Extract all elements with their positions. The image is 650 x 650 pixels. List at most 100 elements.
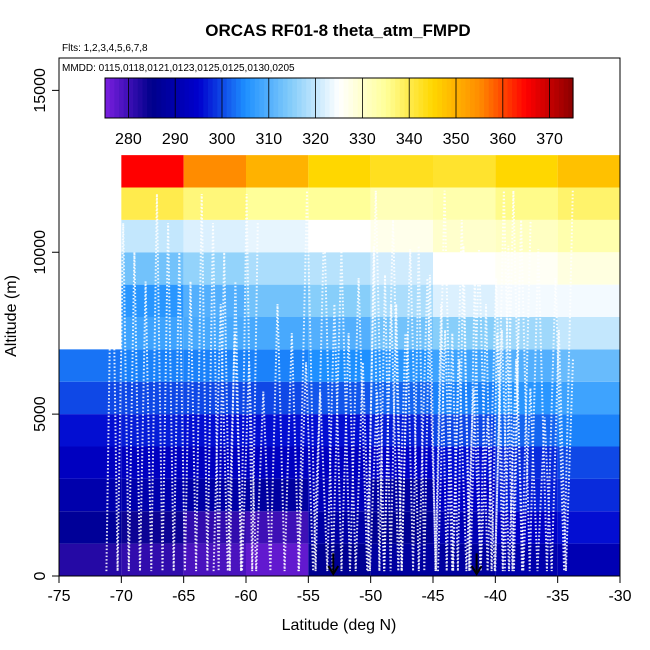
heatmap-cell bbox=[59, 511, 122, 544]
colorbar-segment bbox=[418, 78, 424, 118]
x-tick-label: -40 bbox=[484, 588, 507, 605]
heatmap-cell bbox=[370, 219, 433, 253]
colorbar-segment bbox=[250, 78, 256, 118]
x-tick-label: -30 bbox=[608, 588, 631, 605]
colorbar-segment bbox=[446, 78, 452, 118]
heatmap-cell bbox=[495, 317, 558, 350]
colorbar-segment bbox=[189, 78, 195, 118]
colorbar: 280 290 300 310 320 330 340 350 360 370 bbox=[104, 77, 574, 148]
colorbar-segment bbox=[488, 78, 495, 118]
heatmap-cell bbox=[308, 543, 371, 576]
heatmap-cell bbox=[557, 187, 620, 220]
x-tick-label: -50 bbox=[359, 588, 382, 605]
colorbar-segment bbox=[193, 78, 200, 118]
y-tick-label: 10000 bbox=[32, 230, 49, 275]
colorbar-segment bbox=[516, 78, 523, 118]
heatmap-cell bbox=[59, 349, 122, 382]
heatmap-cell bbox=[59, 381, 122, 415]
heatmap-cell bbox=[246, 478, 309, 512]
y-axis: 0 5000 10000 15000 bbox=[32, 68, 59, 580]
heatmap-cell bbox=[183, 478, 246, 512]
colorbar-frame bbox=[104, 77, 574, 119]
heatmap-cell bbox=[433, 446, 496, 479]
heatmap-cell bbox=[557, 252, 620, 285]
heatmap-cell bbox=[495, 252, 558, 285]
colorbar-segment bbox=[479, 78, 485, 118]
x-tick-label: -70 bbox=[110, 588, 133, 605]
colorbar-segment bbox=[254, 78, 261, 118]
colorbar-segment bbox=[399, 78, 406, 118]
colorbar-segment bbox=[315, 78, 321, 118]
colorbar-segment bbox=[184, 78, 190, 118]
heatmap-cell bbox=[183, 252, 246, 285]
colorbar-tick-label: 350 bbox=[443, 131, 470, 148]
colorbar-segment bbox=[222, 78, 228, 118]
heatmap-cell bbox=[557, 219, 620, 253]
arrow-marker-head bbox=[470, 565, 483, 576]
heatmap-cell bbox=[308, 155, 371, 188]
colorbar-tick-label: 300 bbox=[209, 131, 236, 148]
heatmap-cell bbox=[59, 478, 122, 512]
colorbar-segment bbox=[502, 78, 509, 118]
heatmap-cell bbox=[433, 187, 496, 220]
heatmap-cell bbox=[308, 511, 371, 544]
colorbar-segment bbox=[432, 78, 438, 118]
colorbar-tick-label: 320 bbox=[302, 131, 329, 148]
colorbar-segment bbox=[133, 78, 139, 118]
colorbar-segment bbox=[470, 78, 476, 118]
colorbar-tick-label: 310 bbox=[255, 131, 282, 148]
chart-title: ORCAS RF01-8 theta_atm_FMPD bbox=[205, 21, 470, 40]
heatmap-cell bbox=[495, 543, 558, 576]
colorbar-segment bbox=[217, 78, 223, 118]
colorbar-segment bbox=[568, 78, 574, 118]
colorbar-segment bbox=[413, 78, 420, 118]
y-tick-label: 0 bbox=[32, 571, 49, 580]
colorbar-segment bbox=[395, 78, 401, 118]
colorbar-segment bbox=[320, 78, 326, 118]
x-tick-label: -35 bbox=[546, 588, 569, 605]
heatmap-cell bbox=[557, 155, 620, 188]
colorbar-segment bbox=[512, 78, 518, 118]
colorbar-segment bbox=[137, 78, 144, 118]
colorbar-segment bbox=[456, 78, 462, 118]
colorbar-tick-label: 280 bbox=[115, 131, 142, 148]
heatmap-cell bbox=[121, 284, 184, 317]
colorbar-segment bbox=[465, 78, 471, 118]
colorbar-segment bbox=[282, 78, 289, 118]
heatmap-cell bbox=[183, 219, 246, 253]
colorbar-segment bbox=[367, 78, 373, 118]
colorbar-segment bbox=[348, 78, 354, 118]
heatmap-cell bbox=[370, 284, 433, 317]
y-tick-label: 5000 bbox=[32, 396, 49, 432]
colorbar-segment bbox=[179, 78, 186, 118]
heatmap-cell bbox=[246, 511, 309, 544]
x-tick-label: -75 bbox=[47, 588, 70, 605]
colorbar-segment bbox=[142, 78, 148, 118]
arrow-markers bbox=[327, 553, 483, 576]
colorbar-segment bbox=[306, 78, 312, 118]
colorbar-tick-label: 330 bbox=[349, 131, 376, 148]
heatmap-cell bbox=[557, 349, 620, 382]
colorbar-segment bbox=[165, 78, 172, 118]
colorbar-segment bbox=[324, 78, 331, 118]
colorbar-segment bbox=[301, 78, 307, 118]
heatmap-cell bbox=[246, 446, 309, 479]
heatmap-cell bbox=[495, 187, 558, 220]
heatmap-cell bbox=[121, 187, 184, 220]
heatmap-cell bbox=[433, 155, 496, 188]
heatmap-cell bbox=[246, 252, 309, 285]
colorbar-segment bbox=[484, 78, 490, 118]
heatmap-cell bbox=[370, 349, 433, 382]
colorbar-segment bbox=[292, 78, 298, 118]
colorbar-segment bbox=[119, 78, 125, 118]
heatmap-cell bbox=[246, 155, 309, 188]
heatmap-cell bbox=[557, 381, 620, 415]
heatmap-cell bbox=[183, 187, 246, 220]
heatmap-cell bbox=[370, 155, 433, 188]
colorbar-segment bbox=[296, 78, 303, 118]
colorbar-segment bbox=[203, 78, 209, 118]
colorbar-segment bbox=[273, 78, 279, 118]
heatmap-cell bbox=[433, 511, 496, 544]
colorbar-segment bbox=[343, 78, 349, 118]
